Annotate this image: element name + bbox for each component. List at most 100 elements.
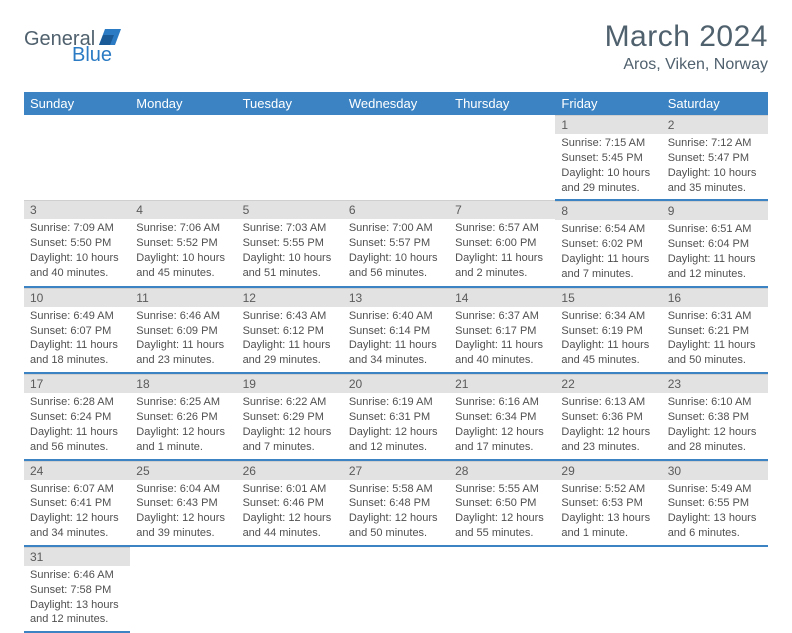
calendar-cell: 16Sunrise: 6:31 AMSunset: 6:21 PMDayligh… <box>662 287 768 373</box>
day-details: Sunrise: 6:37 AMSunset: 6:17 PMDaylight:… <box>449 307 555 372</box>
sunrise-text: Sunrise: 6:46 AM <box>136 309 230 324</box>
day-number: 26 <box>237 461 343 480</box>
sunset-text: Sunset: 6:36 PM <box>561 410 655 425</box>
day-number: 24 <box>24 461 130 480</box>
calendar-cell <box>449 115 555 200</box>
sunset-text: Sunset: 5:55 PM <box>243 236 337 251</box>
daylight-text: Daylight: 13 hours and 6 minutes. <box>668 511 762 541</box>
calendar-cell: 5Sunrise: 7:03 AMSunset: 5:55 PMDaylight… <box>237 200 343 286</box>
sunrise-text: Sunrise: 7:12 AM <box>668 136 762 151</box>
sunset-text: Sunset: 6:29 PM <box>243 410 337 425</box>
calendar-cell: 7Sunrise: 6:57 AMSunset: 6:00 PMDaylight… <box>449 200 555 286</box>
day-number: 8 <box>555 201 661 220</box>
sunrise-text: Sunrise: 6:34 AM <box>561 309 655 324</box>
sunset-text: Sunset: 5:50 PM <box>30 236 124 251</box>
day-number: 14 <box>449 288 555 307</box>
sunrise-text: Sunrise: 6:31 AM <box>668 309 762 324</box>
sunrise-text: Sunrise: 6:57 AM <box>455 221 549 236</box>
day-details: Sunrise: 6:16 AMSunset: 6:34 PMDaylight:… <box>449 393 555 458</box>
calendar-cell: 10Sunrise: 6:49 AMSunset: 6:07 PMDayligh… <box>24 287 130 373</box>
day-details: Sunrise: 7:03 AMSunset: 5:55 PMDaylight:… <box>237 219 343 284</box>
daylight-text: Daylight: 13 hours and 12 minutes. <box>30 598 124 628</box>
sunset-text: Sunset: 6:12 PM <box>243 324 337 339</box>
calendar-cell: 3Sunrise: 7:09 AMSunset: 5:50 PMDaylight… <box>24 200 130 286</box>
sunset-text: Sunset: 6:21 PM <box>668 324 762 339</box>
daylight-text: Daylight: 11 hours and 29 minutes. <box>243 338 337 368</box>
sunrise-text: Sunrise: 5:55 AM <box>455 482 549 497</box>
daylight-text: Daylight: 11 hours and 50 minutes. <box>668 338 762 368</box>
sunset-text: Sunset: 6:55 PM <box>668 496 762 511</box>
sunset-text: Sunset: 6:24 PM <box>30 410 124 425</box>
calendar-cell <box>449 546 555 632</box>
calendar-cell: 6Sunrise: 7:00 AMSunset: 5:57 PMDaylight… <box>343 200 449 286</box>
daylight-text: Daylight: 10 hours and 51 minutes. <box>243 251 337 281</box>
sunrise-text: Sunrise: 6:10 AM <box>668 395 762 410</box>
day-number: 27 <box>343 461 449 480</box>
weekday-header: Thursday <box>449 92 555 115</box>
daylight-text: Daylight: 11 hours and 12 minutes. <box>668 252 762 282</box>
day-details: Sunrise: 6:46 AMSunset: 7:58 PMDaylight:… <box>24 566 130 631</box>
day-details: Sunrise: 5:52 AMSunset: 6:53 PMDaylight:… <box>555 480 661 545</box>
calendar-cell <box>237 546 343 632</box>
calendar-cell <box>555 546 661 632</box>
day-details: Sunrise: 6:51 AMSunset: 6:04 PMDaylight:… <box>662 220 768 285</box>
calendar-week-row: 1Sunrise: 7:15 AMSunset: 5:45 PMDaylight… <box>24 115 768 200</box>
day-number: 29 <box>555 461 661 480</box>
sunrise-text: Sunrise: 6:04 AM <box>136 482 230 497</box>
daylight-text: Daylight: 10 hours and 56 minutes. <box>349 251 443 281</box>
location-subtitle: Aros, Viken, Norway <box>605 56 768 74</box>
weekday-header: Saturday <box>662 92 768 115</box>
calendar-cell <box>130 546 236 632</box>
sunrise-text: Sunrise: 6:51 AM <box>668 222 762 237</box>
daylight-text: Daylight: 12 hours and 7 minutes. <box>243 425 337 455</box>
daylight-text: Daylight: 12 hours and 28 minutes. <box>668 425 762 455</box>
page-header: General March 2024 Aros, Viken, Norway <box>24 20 768 74</box>
sunrise-text: Sunrise: 7:15 AM <box>561 136 655 151</box>
calendar-cell: 21Sunrise: 6:16 AMSunset: 6:34 PMDayligh… <box>449 373 555 459</box>
daylight-text: Daylight: 10 hours and 35 minutes. <box>668 166 762 196</box>
sunrise-text: Sunrise: 6:49 AM <box>30 309 124 324</box>
day-details: Sunrise: 6:31 AMSunset: 6:21 PMDaylight:… <box>662 307 768 372</box>
weekday-header: Friday <box>555 92 661 115</box>
day-number: 21 <box>449 374 555 393</box>
day-details: Sunrise: 7:00 AMSunset: 5:57 PMDaylight:… <box>343 219 449 284</box>
day-details: Sunrise: 7:09 AMSunset: 5:50 PMDaylight:… <box>24 219 130 284</box>
sunset-text: Sunset: 6:34 PM <box>455 410 549 425</box>
day-details: Sunrise: 6:01 AMSunset: 6:46 PMDaylight:… <box>237 480 343 545</box>
calendar-cell: 4Sunrise: 7:06 AMSunset: 5:52 PMDaylight… <box>130 200 236 286</box>
day-number: 4 <box>130 200 236 219</box>
sunrise-text: Sunrise: 5:52 AM <box>561 482 655 497</box>
brand-part2: Blue <box>72 44 112 66</box>
day-details: Sunrise: 6:04 AMSunset: 6:43 PMDaylight:… <box>130 480 236 545</box>
calendar-cell: 13Sunrise: 6:40 AMSunset: 6:14 PMDayligh… <box>343 287 449 373</box>
daylight-text: Daylight: 11 hours and 56 minutes. <box>30 425 124 455</box>
day-number: 12 <box>237 288 343 307</box>
day-details: Sunrise: 6:19 AMSunset: 6:31 PMDaylight:… <box>343 393 449 458</box>
daylight-text: Daylight: 12 hours and 44 minutes. <box>243 511 337 541</box>
day-number: 16 <box>662 288 768 307</box>
sunset-text: Sunset: 5:52 PM <box>136 236 230 251</box>
calendar-body: 1Sunrise: 7:15 AMSunset: 5:45 PMDaylight… <box>24 115 768 632</box>
day-details: Sunrise: 7:06 AMSunset: 5:52 PMDaylight:… <box>130 219 236 284</box>
sunrise-text: Sunrise: 6:54 AM <box>561 222 655 237</box>
calendar-cell: 29Sunrise: 5:52 AMSunset: 6:53 PMDayligh… <box>555 460 661 546</box>
calendar-cell <box>130 115 236 200</box>
daylight-text: Daylight: 12 hours and 23 minutes. <box>561 425 655 455</box>
calendar-week-row: 17Sunrise: 6:28 AMSunset: 6:24 PMDayligh… <box>24 373 768 459</box>
calendar-table: Sunday Monday Tuesday Wednesday Thursday… <box>24 92 768 633</box>
calendar-cell: 30Sunrise: 5:49 AMSunset: 6:55 PMDayligh… <box>662 460 768 546</box>
page-title: March 2024 <box>605 20 768 54</box>
weekday-header: Monday <box>130 92 236 115</box>
day-number: 15 <box>555 288 661 307</box>
sunset-text: Sunset: 6:04 PM <box>668 237 762 252</box>
sunset-text: Sunset: 6:53 PM <box>561 496 655 511</box>
day-number: 6 <box>343 200 449 219</box>
calendar-cell: 22Sunrise: 6:13 AMSunset: 6:36 PMDayligh… <box>555 373 661 459</box>
day-number: 31 <box>24 547 130 566</box>
day-details: Sunrise: 6:49 AMSunset: 6:07 PMDaylight:… <box>24 307 130 372</box>
sunrise-text: Sunrise: 7:06 AM <box>136 221 230 236</box>
day-details: Sunrise: 7:12 AMSunset: 5:47 PMDaylight:… <box>662 134 768 199</box>
day-details: Sunrise: 7:15 AMSunset: 5:45 PMDaylight:… <box>555 134 661 199</box>
calendar-cell <box>343 546 449 632</box>
calendar-cell: 26Sunrise: 6:01 AMSunset: 6:46 PMDayligh… <box>237 460 343 546</box>
